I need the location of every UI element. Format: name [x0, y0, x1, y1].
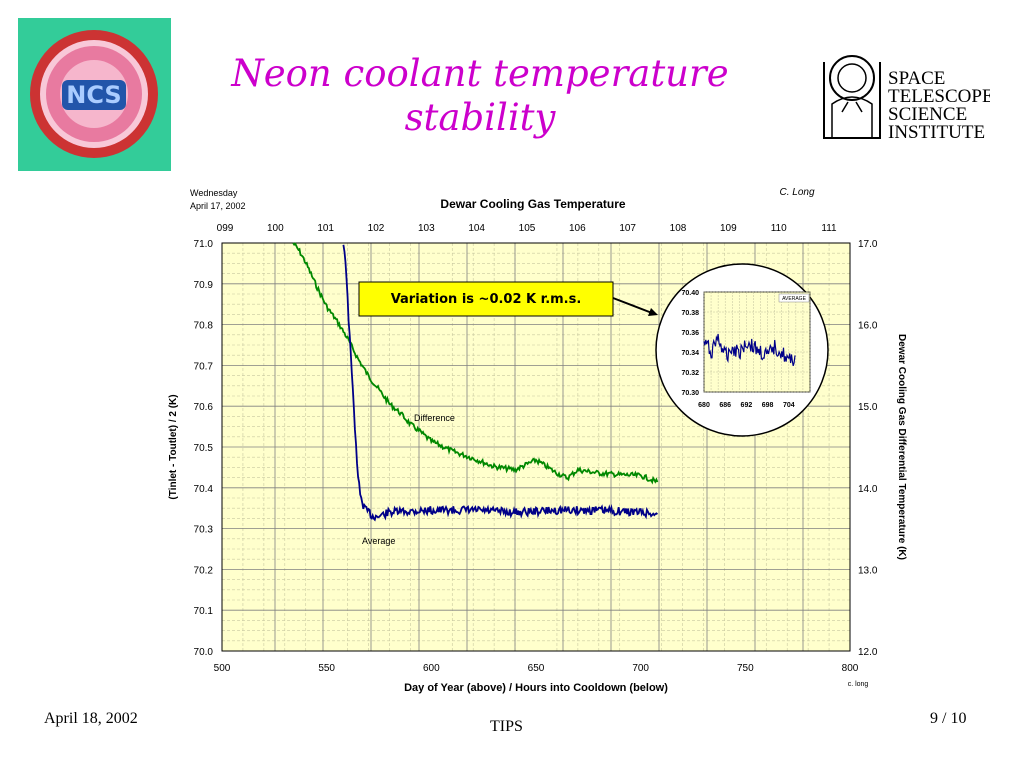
x-axis-label: Day of Year (above) / Hours into Cooldow…: [404, 682, 668, 694]
y-left-tick-label: 70.5: [194, 443, 214, 454]
series-difference-line: [292, 242, 659, 485]
inset-series-line: [703, 333, 796, 367]
series-average-line: [342, 244, 659, 522]
stsci-logo: SPACE TELESCOPE SCIENCE INSTITUTE: [818, 42, 994, 144]
chart-date-weekday: Wednesday: [190, 188, 238, 198]
y-left-tick-label: 70.1: [194, 606, 214, 617]
chart-author: C. Long: [779, 187, 814, 198]
inset-legend-box: [778, 293, 810, 303]
y-left-tick-label: 70.4: [194, 484, 214, 495]
y-left-tick-label: 70.0: [194, 647, 214, 658]
y-left-tick-label: 71.0: [194, 239, 214, 250]
x-top-tick-label: 100: [267, 223, 284, 234]
x-top-tick-label: 106: [569, 223, 586, 234]
x-top-tick-label: 110: [771, 223, 787, 234]
series-label-average: Average: [362, 536, 395, 546]
stsci-line-1: SPACE: [888, 68, 945, 89]
x-top-tick-label: 108: [670, 223, 687, 234]
x-tick-label: 800: [842, 663, 859, 674]
ncs-logo-text: NCS: [66, 81, 121, 109]
inset-y-tick-label: 70.40: [681, 290, 699, 297]
y-right-tick-label: 13.0: [858, 565, 878, 576]
series-label-difference: Difference: [414, 413, 455, 423]
y-left-tick-label: 70.9: [194, 280, 214, 291]
stsci-line-3: SCIENCE: [888, 104, 967, 125]
chart-credit: c. long: [848, 681, 869, 688]
chart-date: April 17, 2002: [190, 201, 246, 211]
y-right-tick-label: 12.0: [858, 647, 878, 658]
x-tick-label: 600: [423, 663, 440, 674]
y-left-tick-label: 70.3: [194, 525, 214, 536]
y-right-tick-label: 14.0: [858, 484, 878, 495]
x-top-tick-label: 107: [619, 223, 636, 234]
inset-x-tick-label: 686: [719, 402, 731, 409]
stsci-emblem-icon: SPACE TELESCOPE SCIENCE INSTITUTE: [823, 55, 994, 143]
inset-x-tick-label: 680: [698, 402, 710, 409]
y-left-tick-label: 70.6: [194, 402, 214, 413]
inset-grid: [703, 291, 811, 393]
y-left-tick-label: 70.2: [194, 565, 214, 576]
x-tick-label: 650: [528, 663, 545, 674]
slide-title: Neon coolant temperature stability: [231, 52, 729, 139]
stsci-line-4: INSTITUTE: [888, 122, 985, 143]
inset-y-tick-label: 70.34: [681, 350, 699, 357]
x-top-tick-label: 109: [720, 223, 737, 234]
chart-title: Dewar Cooling Gas Temperature: [440, 197, 625, 211]
annotation-arrowhead: [648, 308, 658, 316]
footer-date: April 18, 2002: [44, 710, 138, 727]
y-right-tick-label: 17.0: [858, 239, 878, 250]
annotation-arrow: [612, 297, 653, 314]
annotation-box: [358, 281, 614, 317]
inset-x-tick-label: 692: [741, 402, 753, 409]
ncs-logo: NCS: [18, 18, 171, 171]
y-right-tick-label: 16.0: [858, 321, 878, 332]
plot-frame: [221, 242, 851, 652]
x-top-tick-label: 111: [821, 223, 837, 234]
footer-page-number: 9 / 10: [930, 710, 967, 727]
x-top-tick-label: 102: [368, 223, 385, 234]
x-top-tick-label: 104: [468, 223, 485, 234]
ncs-emblem-icon: NCS: [30, 30, 158, 158]
x-tick-label: 550: [318, 663, 335, 674]
inset-plot-area: [703, 291, 811, 393]
inset-y-tick-label: 70.30: [681, 390, 699, 397]
inset-y-tick-label: 70.32: [681, 370, 699, 377]
x-top-tick-label: 103: [418, 223, 435, 234]
y-right-axis-label: Dewar Cooling Gas Differential Temperatu…: [896, 334, 907, 560]
y-left-tick-label: 70.7: [194, 361, 214, 372]
annotation-text: Variation is ~0.02 K r.m.s.: [391, 292, 582, 307]
footer-center: TIPS: [490, 718, 523, 735]
x-top-tick-label: 101: [317, 223, 334, 234]
inset-x-tick-label: 698: [762, 402, 774, 409]
inset-legend-label: AVERAGE: [782, 296, 806, 302]
x-top-tick-label: 105: [519, 223, 536, 234]
inset-y-tick-label: 70.36: [681, 330, 699, 337]
x-tick-label: 700: [632, 663, 649, 674]
inset-x-tick-label: 704: [783, 402, 795, 409]
x-tick-label: 500: [214, 663, 231, 674]
y-right-tick-label: 15.0: [858, 402, 878, 413]
y-left-axis-label: (Tinlet - Toutlet) / 2 (K): [168, 394, 179, 499]
y-left-tick-label: 70.8: [194, 321, 214, 332]
x-tick-label: 750: [737, 663, 754, 674]
stsci-line-2: TELESCOPE: [888, 86, 990, 107]
inset-y-tick-label: 70.38: [681, 310, 699, 317]
x-top-tick-label: 099: [217, 223, 234, 234]
